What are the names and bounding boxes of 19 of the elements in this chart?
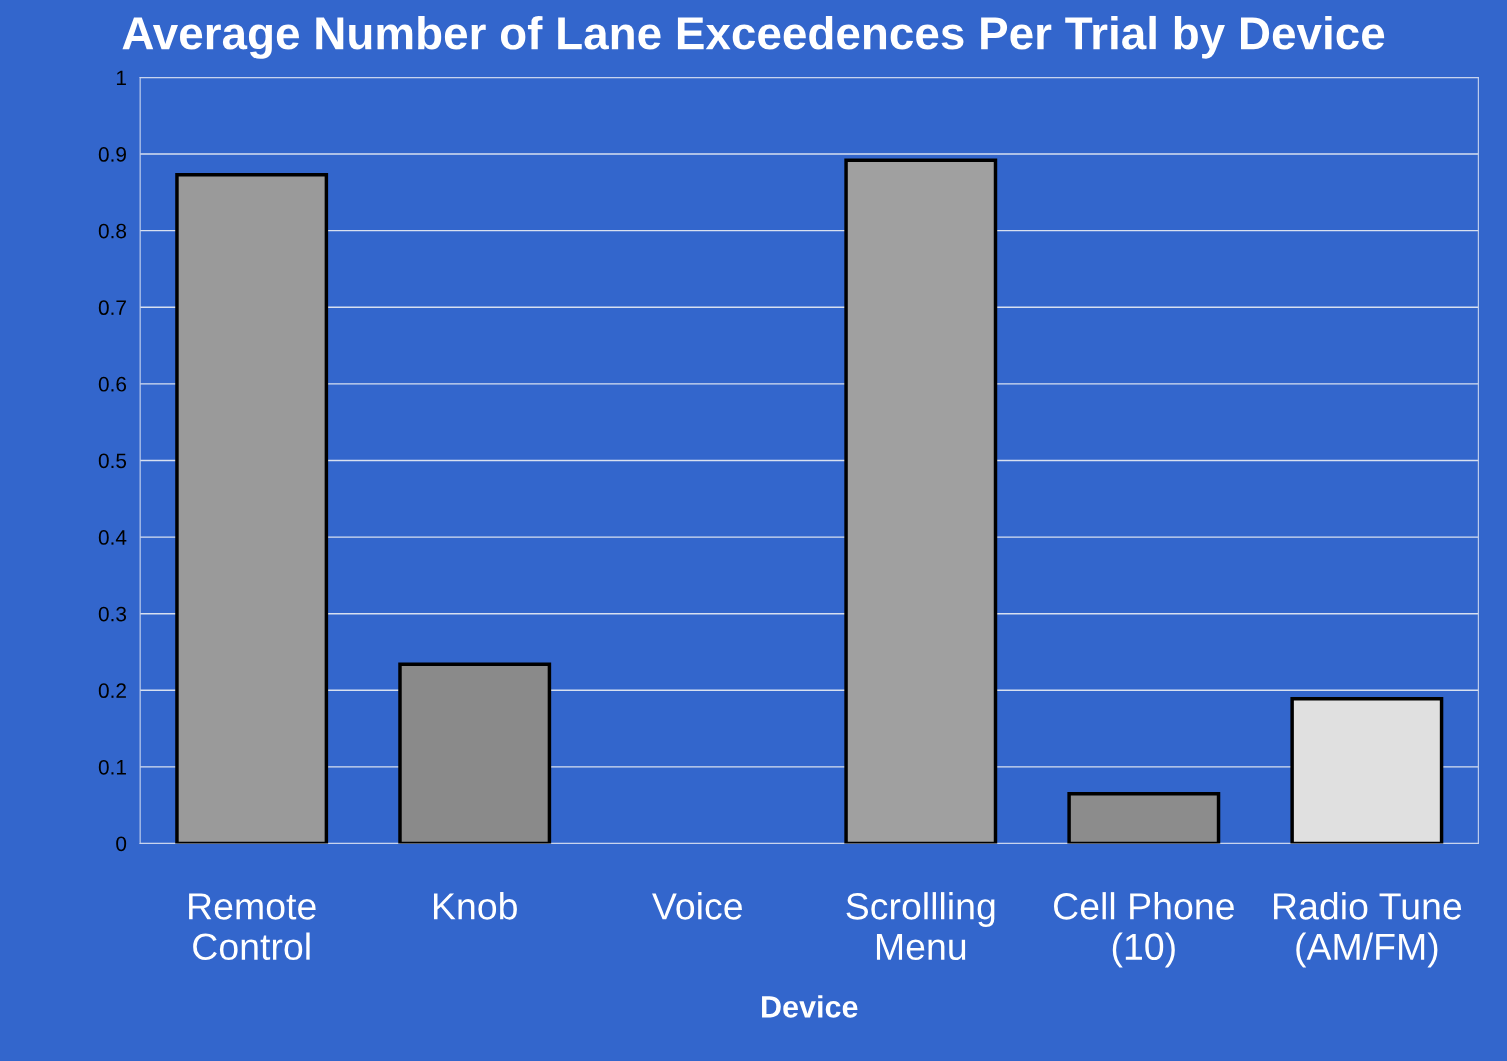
chart-title: Average Number of Lane Exceedences Per Trial by Device (122, 15, 1385, 59)
y-tick-label: 0 (116, 836, 127, 852)
x-axis-title: Device (762, 995, 858, 1018)
x-tick-label: Knob (433, 892, 517, 920)
y-tick-label: 0.4 (98, 530, 127, 545)
y-tick-label: 0.2 (98, 683, 126, 699)
x-tick-label: Voice (652, 892, 742, 920)
x-tick-label: Remote Control (189, 893, 316, 961)
x-tick-label: Cell Phone (10) (1053, 892, 1234, 968)
y-tick-label: 0.6 (98, 376, 127, 392)
y-tick-label: 0.9 (98, 147, 126, 162)
y-tick-label: 0.8 (98, 223, 127, 239)
y-tick-label: 0.5 (98, 453, 127, 469)
y-tick-label: 0.1 (98, 759, 126, 775)
y-tick-label: 1 (116, 70, 126, 85)
x-tick-label: Radio Tune (AM/FM) (1274, 892, 1462, 968)
y-tick-label: 0.3 (98, 606, 127, 622)
x-tick-label: Scrollling Menu (846, 892, 995, 961)
y-tick-label: 0.7 (98, 300, 126, 316)
